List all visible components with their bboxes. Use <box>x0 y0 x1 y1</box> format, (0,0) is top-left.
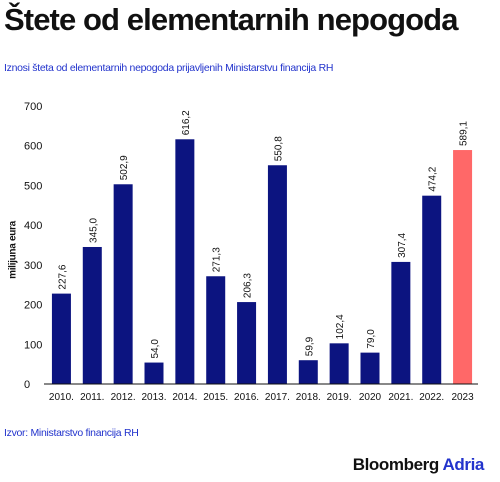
x-tick-label: 2011. <box>80 392 104 403</box>
bar-value-label: 616,2 <box>181 110 192 135</box>
chart-title: Štete od elementarnih nepogoda <box>4 2 458 37</box>
bar <box>113 184 133 384</box>
bar <box>237 302 257 384</box>
y-tick-label: 600 <box>24 141 42 153</box>
brand-logo: Bloomberg Adria <box>352 455 485 475</box>
y-tick-label: 500 <box>24 180 42 192</box>
bar <box>360 352 380 384</box>
bar <box>144 362 164 384</box>
bar-value-label: 102,4 <box>335 314 346 339</box>
x-tick-label: 2012. <box>111 392 136 403</box>
x-tick-label: 2014. <box>172 392 197 403</box>
x-tick-label: 2016. <box>234 392 259 403</box>
bar-value-label: 474,2 <box>428 166 439 191</box>
bar <box>391 261 411 384</box>
bar <box>422 195 442 384</box>
bar-value-label: 271,3 <box>212 247 223 272</box>
bar-value-label: 502,9 <box>119 155 130 180</box>
source-note: Izvor: Ministarstvo financija RH <box>4 427 139 439</box>
x-tick-label: 2022. <box>419 392 444 403</box>
x-tick-label: 2019. <box>327 392 352 403</box>
bar <box>51 293 71 384</box>
x-tick-label: 2021. <box>388 392 413 403</box>
bar-value-label: 206,3 <box>243 273 254 298</box>
bar <box>329 343 349 384</box>
bar <box>206 276 226 384</box>
x-tick-label: 2018. <box>296 392 321 403</box>
x-tick-label: 2017. <box>265 392 290 403</box>
y-tick-label: 200 <box>24 300 42 312</box>
y-tick-label: 700 <box>24 101 42 113</box>
bar <box>82 246 102 384</box>
x-tick-label: 2020 <box>359 392 382 403</box>
bar <box>298 360 318 384</box>
chart-subtitle: Iznosi šteta od elementarnih nepogoda pr… <box>4 62 334 74</box>
bar-value-label: 59,9 <box>304 336 315 356</box>
brand-accent: Adria <box>442 455 485 474</box>
bar-value-label: 79,0 <box>366 329 377 349</box>
x-tick-label: 2015. <box>203 392 228 403</box>
bar-value-label: 307,4 <box>397 232 408 257</box>
y-tick-label: 400 <box>24 220 42 232</box>
bar <box>453 150 473 384</box>
bar <box>267 165 287 384</box>
bar-value-label: 550,8 <box>273 136 284 161</box>
x-tick-label: 2023 <box>451 392 474 403</box>
bar-value-label: 227,6 <box>57 264 68 289</box>
bar-value-label: 54,0 <box>150 339 161 359</box>
x-tick-label: 2010. <box>49 392 74 403</box>
brand-main: Bloomberg <box>352 455 440 474</box>
bar-value-label: 589,1 <box>459 121 470 146</box>
bar-value-label: 345,0 <box>88 218 99 243</box>
bar <box>175 139 195 384</box>
y-tick-label: 300 <box>24 260 42 272</box>
x-tick-label: 2013. <box>141 392 166 403</box>
bar-chart: 0 100 200 300 400 500 600 700 227,6 2010. 345,0 201… <box>24 101 478 403</box>
y-tick-label: 100 <box>24 339 42 351</box>
y-tick-label: 0 <box>24 379 30 391</box>
